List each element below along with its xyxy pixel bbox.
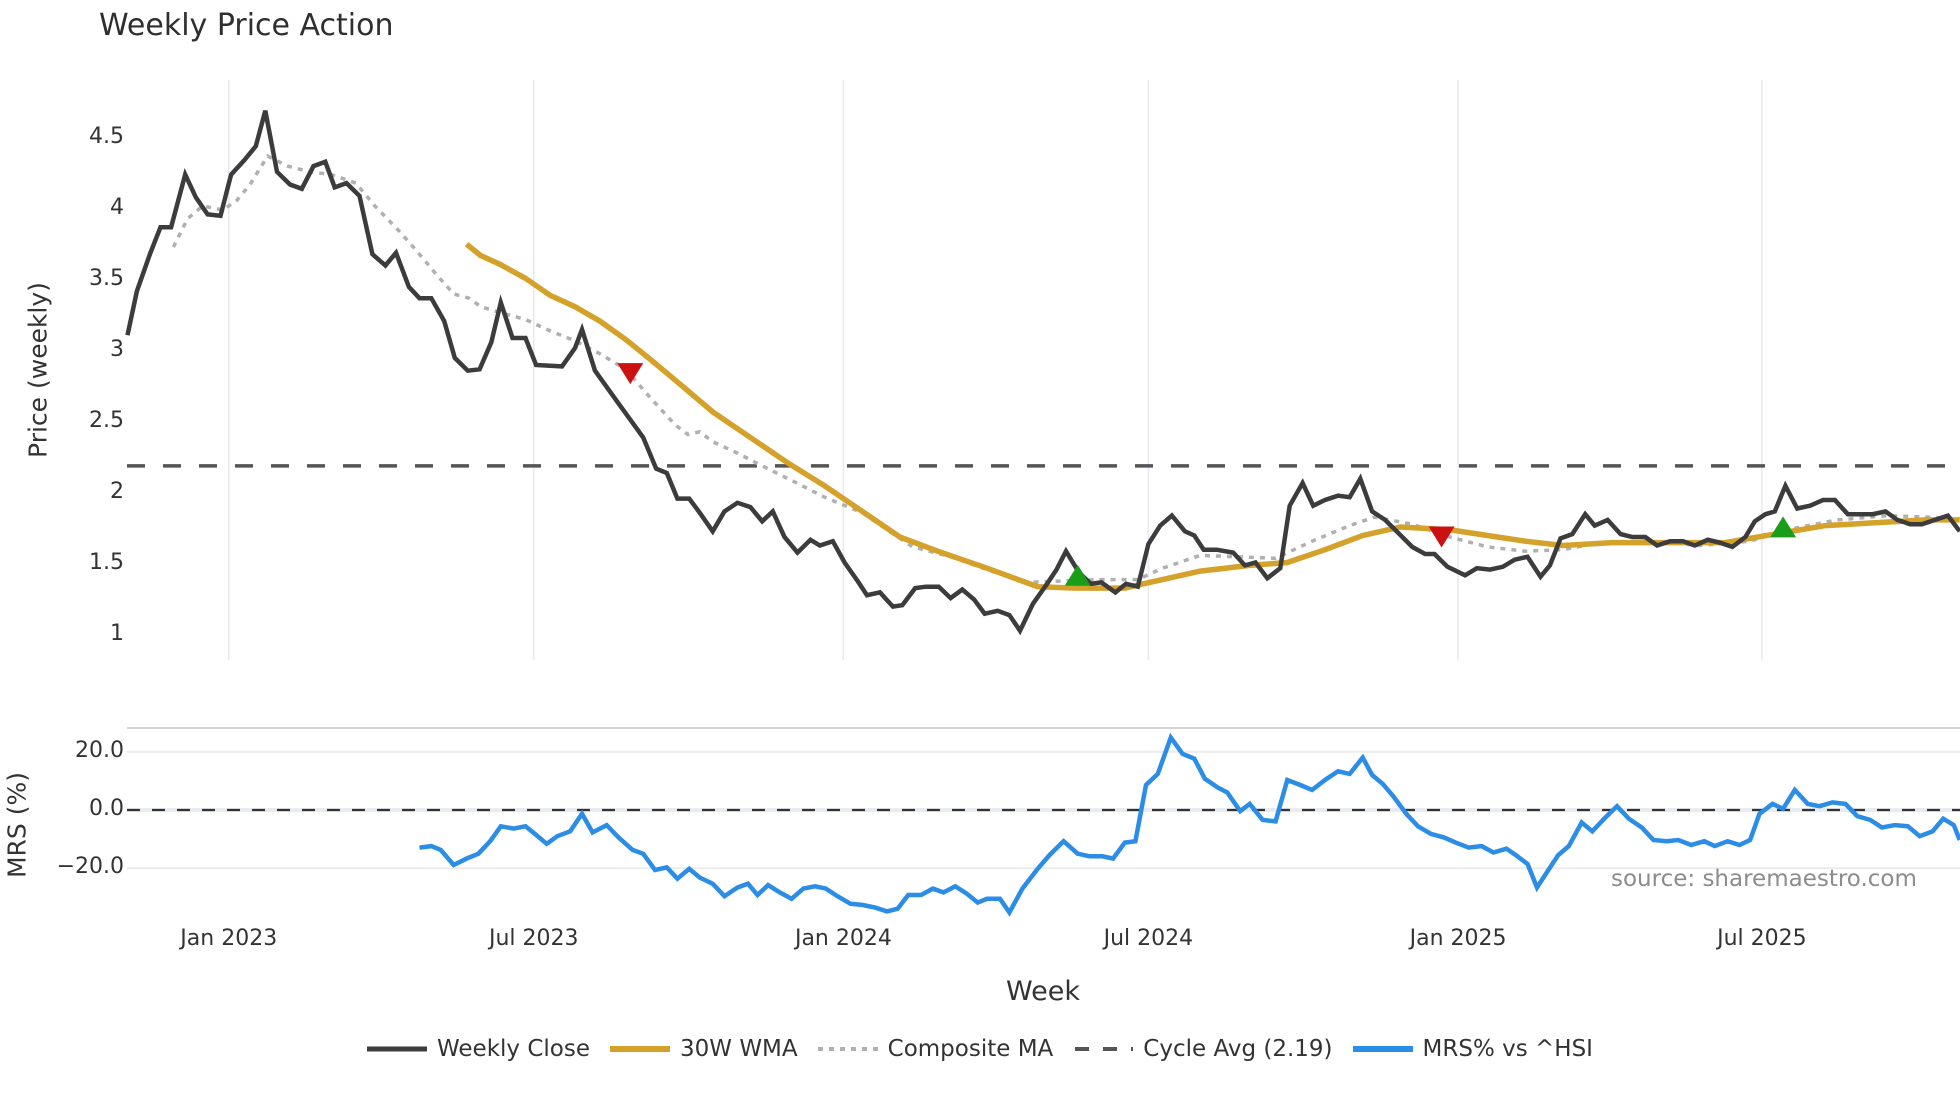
y-tick-label: 3.5 — [89, 265, 124, 291]
mrs-gridlines — [127, 727, 1960, 870]
y-tick-label: 3 — [110, 336, 124, 362]
mrs-tick-label: −20.0 — [56, 854, 124, 880]
buy-signal-marker — [1064, 564, 1091, 586]
y-tick-label: 4.5 — [89, 123, 124, 149]
mrs-y-axis-title: MRS (%) — [2, 771, 32, 879]
y-tick-label: 2 — [110, 478, 124, 504]
mrs-line — [419, 732, 1960, 917]
x-tick-label: Jan 2023 — [180, 926, 278, 951]
source-annotation: source: sharemaestro.com — [1611, 866, 1917, 892]
buy-signal-marker — [1770, 516, 1797, 538]
legend-item-composite-ma[interactable]: Composite MA — [817, 1036, 1054, 1062]
dashed-line-icon — [1075, 1047, 1134, 1051]
x-tick-label: Jan 2024 — [794, 926, 892, 951]
x-tick-label: Jan 2025 — [1409, 926, 1507, 951]
y-tick-label: 1.5 — [89, 549, 124, 575]
legend-item-mrs[interactable]: MRS% vs ^HSI — [1352, 1036, 1593, 1062]
y-tick-label: 4 — [110, 194, 124, 220]
legend-item-30w-wma[interactable]: 30W WMA — [610, 1036, 798, 1062]
x-axis-title: Week — [1006, 976, 1080, 1007]
price-y-axis-title: Price (weekly) — [23, 282, 53, 458]
legend-label: Composite MA — [887, 1036, 1054, 1062]
legend: Weekly Close 30W WMA Composite MA Cycle … — [0, 1036, 1960, 1062]
legend-label: 30W WMA — [680, 1036, 798, 1062]
legend-label: Cycle Avg (2.19) — [1143, 1036, 1333, 1062]
weekly-close-line — [125, 110, 1960, 636]
legend-label: Weekly Close — [437, 1036, 590, 1062]
legend-item-cycle-avg[interactable]: Cycle Avg (2.19) — [1073, 1036, 1333, 1062]
x-tick-label: Jul 2024 — [1103, 926, 1194, 951]
mrs-tick-label: 0.0 — [89, 796, 124, 821]
y-tick-label: 1 — [110, 621, 124, 646]
legend-label: MRS% vs ^HSI — [1422, 1036, 1593, 1062]
x-tick-label: Jul 2025 — [1717, 926, 1807, 951]
signal-markers — [617, 363, 1797, 586]
legend-item-weekly-close[interactable]: Weekly Close — [367, 1036, 590, 1062]
price-plot-area — [125, 110, 1960, 636]
y-tick-label: 2.5 — [89, 407, 124, 433]
mrs-plot-area — [419, 732, 1960, 917]
dotted-line-icon — [817, 1047, 878, 1051]
sell-signal-marker — [617, 363, 644, 385]
price-gridlines — [228, 80, 1763, 660]
solid-line-icon — [610, 1046, 670, 1052]
sell-signal-marker — [1428, 526, 1455, 548]
mrs-tick-label: 20.0 — [75, 737, 124, 763]
composite-ma-line — [171, 153, 1960, 585]
x-tick-label: Jul 2023 — [488, 926, 579, 951]
solid-line-icon — [1352, 1046, 1413, 1052]
wma-line — [464, 242, 1960, 591]
solid-line-icon — [367, 1046, 428, 1052]
chart-title: Weekly Price Action — [99, 8, 394, 43]
